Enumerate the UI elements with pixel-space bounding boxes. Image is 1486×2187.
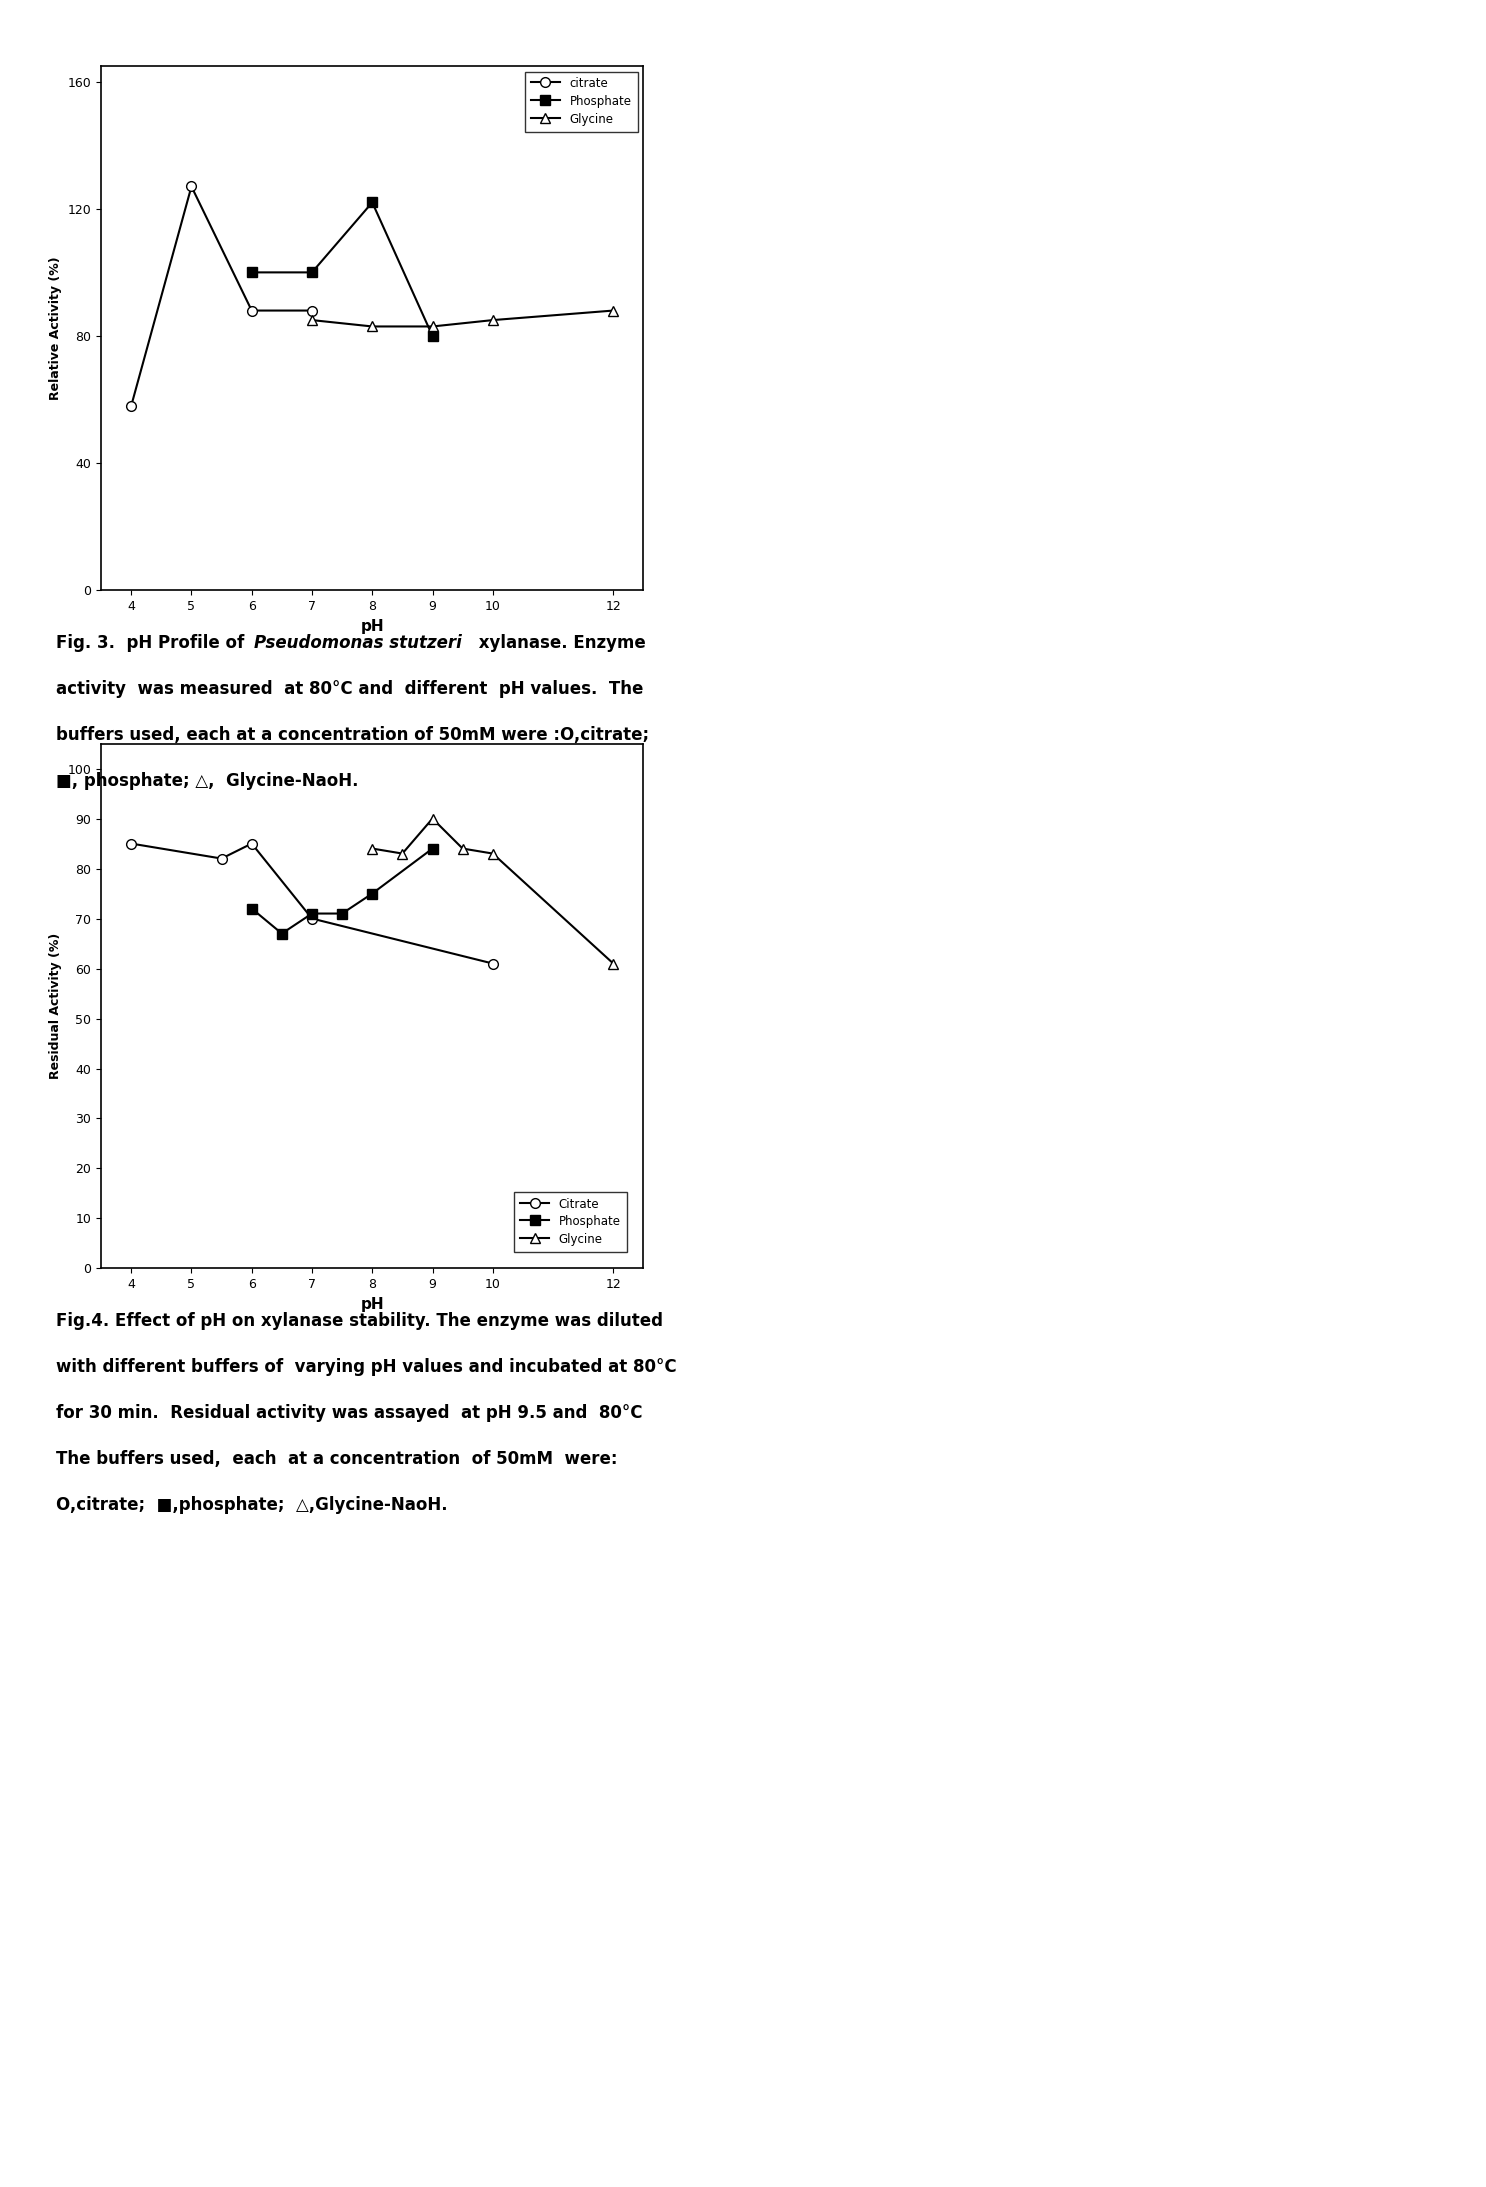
Citrate [484, 951, 502, 978]
X-axis label: pH: pH [361, 619, 383, 634]
X-axis label: pH: pH [361, 1297, 383, 1312]
Line: Glycine: Glycine [367, 814, 618, 969]
Glycine [363, 313, 380, 339]
Glycine [484, 840, 502, 866]
citrate [303, 297, 321, 324]
Glycine [363, 835, 380, 862]
Line: Phosphate: Phosphate [247, 197, 437, 341]
Phosphate [333, 901, 351, 927]
Line: Phosphate: Phosphate [247, 844, 437, 938]
Line: Glycine: Glycine [308, 306, 618, 330]
Glycine [394, 840, 412, 866]
Citrate [122, 831, 140, 857]
Phosphate [363, 190, 380, 217]
Glycine [484, 306, 502, 332]
Phosphate [424, 835, 441, 862]
Text: for 30 min.  Residual activity was assayed  at pH 9.5 and  80°C: for 30 min. Residual activity was assaye… [56, 1404, 643, 1422]
Text: activity  was measured  at 80°C and  different  pH values.  The: activity was measured at 80°C and differ… [56, 680, 643, 698]
Phosphate [242, 260, 260, 286]
Glycine [605, 297, 623, 324]
Phosphate [303, 260, 321, 286]
Line: citrate: citrate [126, 182, 317, 411]
Phosphate [363, 881, 380, 908]
Citrate [303, 905, 321, 932]
Text: The buffers used,  each  at a concentration  of 50mM  were:: The buffers used, each at a concentratio… [56, 1450, 618, 1467]
Glycine [424, 313, 441, 339]
Legend: Citrate, Phosphate, Glycine: Citrate, Phosphate, Glycine [514, 1192, 627, 1253]
Legend: citrate, Phosphate, Glycine: citrate, Phosphate, Glycine [525, 72, 637, 131]
citrate [183, 173, 201, 199]
Y-axis label: Residual Activity (%): Residual Activity (%) [49, 934, 62, 1078]
Text: buffers used, each at a concentration of 50mM were :O,citrate;: buffers used, each at a concentration of… [56, 726, 649, 744]
Glycine [453, 835, 471, 862]
Text: Fig. 3.  pH Profile of: Fig. 3. pH Profile of [56, 634, 251, 652]
citrate [242, 297, 260, 324]
Glycine [303, 306, 321, 332]
Line: Citrate: Citrate [126, 838, 498, 969]
Citrate [212, 846, 230, 873]
Text: xylanase. Enzyme: xylanase. Enzyme [473, 634, 645, 652]
Text: with different buffers of  varying pH values and incubated at 80°C: with different buffers of varying pH val… [56, 1358, 678, 1376]
citrate [122, 394, 140, 420]
Text: Fig.4. Effect of pH on xylanase stability. The enzyme was diluted: Fig.4. Effect of pH on xylanase stabilit… [56, 1312, 663, 1330]
Y-axis label: Relative Activity (%): Relative Activity (%) [49, 256, 62, 400]
Phosphate [242, 894, 260, 921]
Text: O,citrate;  ■,phosphate;  △,Glycine-NaoH.: O,citrate; ■,phosphate; △,Glycine-NaoH. [56, 1496, 449, 1513]
Phosphate [424, 324, 441, 350]
Phosphate [303, 901, 321, 927]
Glycine [605, 951, 623, 978]
Text: ■, phosphate; △,  Glycine-NaoH.: ■, phosphate; △, Glycine-NaoH. [56, 772, 360, 790]
Glycine [424, 805, 441, 831]
Phosphate [273, 921, 291, 947]
Text: Pseudomonas stutzeri: Pseudomonas stutzeri [254, 634, 462, 652]
Citrate [242, 831, 260, 857]
